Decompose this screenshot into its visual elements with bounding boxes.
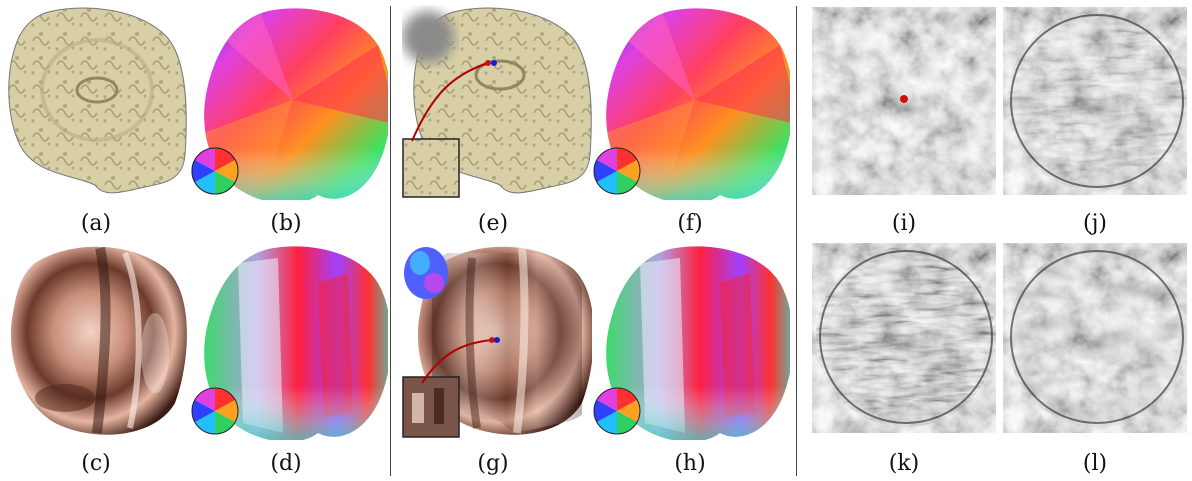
panel-j-noise-distorted	[1003, 7, 1187, 195]
panel-f-direction-field	[593, 5, 790, 200]
panel-a-textured-shape	[5, 5, 190, 200]
red-marker	[489, 337, 495, 343]
divider-right	[796, 6, 797, 476]
caption-g: (g)	[477, 451, 509, 476]
color-wheel-icon	[191, 147, 239, 195]
color-wheel-icon	[593, 387, 641, 435]
panel-g-reflective-shape-with-inset	[402, 243, 592, 440]
panel-l-noise-smooth	[1003, 243, 1187, 433]
caption-a: (a)	[80, 211, 112, 236]
panel-k-noise-stripes	[812, 243, 996, 433]
panel-c-reflective-shape	[5, 243, 190, 440]
caption-f: (f)	[677, 211, 703, 236]
red-marker	[900, 95, 908, 103]
divider-left	[390, 6, 391, 476]
color-wheel-icon	[191, 387, 239, 435]
caption-d: (d)	[270, 451, 302, 476]
panel-i-noise	[812, 7, 996, 195]
blue-marker	[491, 60, 497, 66]
caption-l: (l)	[1082, 451, 1108, 476]
color-wheel-icon	[593, 147, 641, 195]
caption-h: (h)	[674, 451, 706, 476]
panel-b-direction-field	[191, 5, 388, 200]
caption-k: (k)	[888, 451, 920, 476]
panel-h-direction-field	[593, 243, 790, 440]
caption-j: (j)	[1083, 211, 1107, 236]
red-marker	[485, 60, 491, 66]
zoom-inset	[402, 138, 460, 198]
caption-e: (e)	[477, 211, 509, 236]
caption-b: (b)	[270, 211, 302, 236]
blurred-sphere-inset	[402, 11, 454, 63]
zoom-inset	[402, 376, 460, 438]
blue-marker	[494, 337, 500, 343]
panel-d-direction-field	[191, 243, 388, 440]
panel-e-textured-shape-with-inset	[402, 5, 592, 200]
caption-c: (c)	[81, 451, 111, 476]
caption-i: (i)	[891, 211, 917, 236]
